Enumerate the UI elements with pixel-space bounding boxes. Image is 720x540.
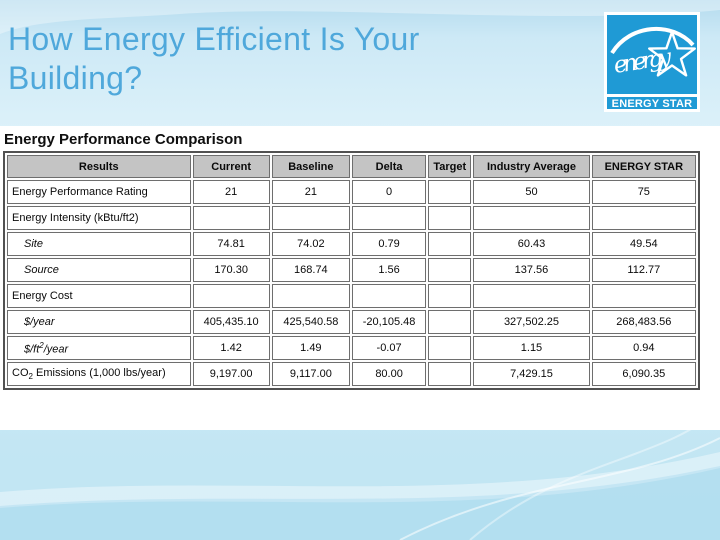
- value-cell: 49.54: [591, 232, 696, 256]
- value-cell: [473, 284, 590, 308]
- row-label: Energy Cost: [7, 284, 191, 308]
- value-cell: 425,540.58: [271, 310, 350, 334]
- star-icon: [648, 30, 697, 77]
- table-row: Site 74.81 74.02 0.79 60.43 49.54: [7, 232, 696, 256]
- value-cell: 50: [473, 180, 590, 204]
- value-cell: 74.81: [192, 232, 270, 256]
- table-body: Energy Performance Rating 21 21 0 50 75 Energy…: [7, 180, 696, 386]
- energy-star-logo-graphic: energy ENERGY STAR: [604, 12, 700, 112]
- logo-band-text: ENERGY STAR: [612, 98, 693, 110]
- comparison-table: Results Current Baseline Delta Target Industr…: [3, 151, 700, 390]
- value-cell: 74.02: [271, 232, 350, 256]
- value-cell: 1.56: [351, 258, 427, 282]
- value-cell: -20,105.48: [351, 310, 427, 334]
- column-header-6: ENERGY STAR: [591, 155, 696, 178]
- value-cell: [271, 206, 350, 230]
- table-row: Energy Cost: [7, 284, 696, 308]
- row-label: Source: [7, 258, 191, 282]
- slide-title-line2: Building?: [8, 60, 143, 96]
- value-cell: 0.94: [591, 336, 696, 360]
- value-cell: 137.56: [473, 258, 590, 282]
- value-cell: [428, 206, 472, 230]
- value-cell: 112.77: [591, 258, 696, 282]
- slide-title-line1: How Energy Efficient Is Your: [8, 21, 420, 57]
- value-cell: [428, 258, 472, 282]
- value-cell: 168.74: [271, 258, 350, 282]
- value-cell: [473, 206, 590, 230]
- table-header-row: Results Current Baseline Delta Target Industr…: [7, 155, 696, 178]
- value-cell: [591, 206, 696, 230]
- column-header-2: Baseline: [271, 155, 350, 178]
- value-cell: -0.07: [351, 336, 427, 360]
- value-cell: 9,197.00: [192, 362, 270, 386]
- row-label: Energy Intensity (kBtu/ft2): [7, 206, 191, 230]
- logo-arc-icon: [610, 26, 695, 55]
- value-cell: [351, 284, 427, 308]
- row-label: $/year: [7, 310, 191, 334]
- value-cell: 0: [351, 180, 427, 204]
- column-header-1: Current: [192, 155, 270, 178]
- energy-star-logo: energy ENERGY STAR: [604, 12, 700, 112]
- value-cell: 170.30: [192, 258, 270, 282]
- row-label: $/ft2/year: [7, 336, 191, 360]
- content-panel: Energy Performance Comparison Results Cur…: [0, 126, 720, 430]
- value-cell: [428, 232, 472, 256]
- value-cell: [271, 284, 350, 308]
- row-label: Energy Performance Rating: [7, 180, 191, 204]
- column-header-0: Results: [7, 155, 191, 178]
- column-header-5: Industry Average: [473, 155, 590, 178]
- value-cell: 327,502.25: [473, 310, 590, 334]
- value-cell: [192, 284, 270, 308]
- table-row: CO2 Emissions (1,000 lbs/year) 9,197.00 9,…: [7, 362, 696, 386]
- value-cell: [428, 336, 472, 360]
- slide-title: How Energy Efficient Is Your Building?: [8, 20, 420, 98]
- logo-band: [607, 97, 697, 109]
- column-header-3: Delta: [351, 155, 427, 178]
- table-row: $/ft2/year 1.42 1.49 -0.07 1.15 0.94: [7, 336, 696, 360]
- value-cell: 405,435.10: [192, 310, 270, 334]
- row-label: CO2 Emissions (1,000 lbs/year): [7, 362, 191, 386]
- value-cell: 1.42: [192, 336, 270, 360]
- value-cell: [428, 310, 472, 334]
- value-cell: 268,483.56: [591, 310, 696, 334]
- value-cell: 21: [192, 180, 270, 204]
- table-title: Energy Performance Comparison: [4, 131, 243, 148]
- value-cell: 80.00: [351, 362, 427, 386]
- value-cell: 60.43: [473, 232, 590, 256]
- value-cell: [351, 206, 427, 230]
- table-row: $/year 405,435.10 425,540.58 -20,105.48 327,…: [7, 310, 696, 334]
- value-cell: 1.15: [473, 336, 590, 360]
- column-header-4: Target: [428, 155, 472, 178]
- row-label: Site: [7, 232, 191, 256]
- value-cell: 0.79: [351, 232, 427, 256]
- table-row: Source 170.30 168.74 1.56 137.56 112.77: [7, 258, 696, 282]
- value-cell: [428, 362, 472, 386]
- value-cell: [428, 284, 472, 308]
- value-cell: 9,117.00: [271, 362, 350, 386]
- value-cell: 1.49: [271, 336, 350, 360]
- table-row: Energy Intensity (kBtu/ft2): [7, 206, 696, 230]
- value-cell: [591, 284, 696, 308]
- value-cell: 7,429.15: [473, 362, 590, 386]
- value-cell: 75: [591, 180, 696, 204]
- value-cell: [192, 206, 270, 230]
- table-row: Energy Performance Rating 21 21 0 50 75: [7, 180, 696, 204]
- value-cell: [428, 180, 472, 204]
- value-cell: 6,090.35: [591, 362, 696, 386]
- value-cell: 21: [271, 180, 350, 204]
